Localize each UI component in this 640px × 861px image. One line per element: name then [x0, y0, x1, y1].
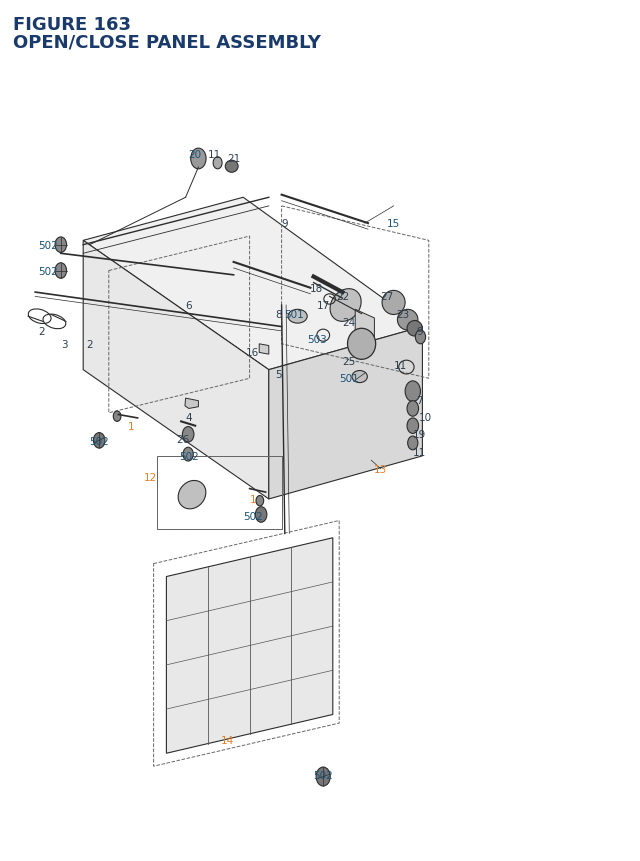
- Circle shape: [55, 238, 67, 253]
- Circle shape: [407, 401, 419, 417]
- Text: 2: 2: [38, 326, 45, 337]
- Text: 503: 503: [307, 335, 326, 345]
- Text: 22: 22: [336, 292, 349, 302]
- Polygon shape: [185, 399, 198, 409]
- Text: 17: 17: [317, 300, 330, 311]
- Text: 502: 502: [90, 437, 109, 447]
- Text: 15: 15: [387, 219, 400, 229]
- Text: 13: 13: [374, 464, 387, 474]
- Circle shape: [256, 496, 264, 506]
- Text: 10: 10: [419, 412, 432, 423]
- Circle shape: [191, 149, 206, 170]
- Text: 502: 502: [314, 770, 333, 780]
- Ellipse shape: [382, 291, 405, 315]
- Text: 27: 27: [381, 292, 394, 302]
- Text: 501: 501: [339, 374, 358, 384]
- Text: 502: 502: [179, 451, 198, 461]
- Text: 24: 24: [342, 318, 355, 328]
- Text: 5: 5: [275, 369, 282, 380]
- Text: 6: 6: [186, 300, 192, 311]
- Text: 23: 23: [397, 309, 410, 319]
- Text: OPEN/CLOSE PANEL ASSEMBLY: OPEN/CLOSE PANEL ASSEMBLY: [13, 34, 321, 52]
- Ellipse shape: [352, 371, 367, 383]
- Ellipse shape: [407, 321, 422, 337]
- Text: 11: 11: [394, 361, 406, 371]
- Polygon shape: [259, 344, 269, 355]
- Text: 21: 21: [227, 154, 240, 164]
- Ellipse shape: [288, 310, 307, 324]
- Text: 8: 8: [275, 309, 282, 319]
- Text: 16: 16: [246, 348, 259, 358]
- Text: 9: 9: [282, 219, 288, 229]
- Text: 502: 502: [38, 240, 58, 251]
- Text: 4: 4: [186, 412, 192, 423]
- Text: 502: 502: [243, 511, 262, 522]
- Text: 9: 9: [416, 326, 422, 337]
- Polygon shape: [355, 310, 374, 344]
- Ellipse shape: [225, 161, 238, 173]
- Text: 3: 3: [61, 339, 67, 350]
- Circle shape: [415, 331, 426, 344]
- Polygon shape: [83, 198, 422, 370]
- Text: 11: 11: [413, 447, 426, 457]
- Circle shape: [113, 412, 121, 422]
- Bar: [157, 456, 282, 530]
- Text: 12: 12: [144, 473, 157, 483]
- Circle shape: [55, 263, 67, 279]
- Text: 11: 11: [208, 150, 221, 160]
- Text: 14: 14: [221, 735, 234, 746]
- Circle shape: [93, 433, 105, 449]
- Bar: [157, 456, 282, 530]
- Text: 19: 19: [413, 430, 426, 440]
- Text: 2: 2: [86, 339, 93, 350]
- Text: 501: 501: [285, 309, 304, 319]
- Ellipse shape: [330, 289, 361, 322]
- Text: 26: 26: [176, 434, 189, 444]
- Text: 25: 25: [342, 356, 355, 367]
- Circle shape: [408, 437, 418, 450]
- Text: 502: 502: [38, 266, 58, 276]
- Circle shape: [316, 767, 330, 786]
- Ellipse shape: [397, 310, 418, 331]
- Circle shape: [255, 507, 267, 523]
- Polygon shape: [269, 327, 422, 499]
- Text: 1: 1: [250, 494, 256, 505]
- Circle shape: [405, 381, 420, 402]
- Polygon shape: [166, 538, 333, 753]
- Text: 1: 1: [128, 421, 134, 431]
- Ellipse shape: [178, 481, 206, 509]
- Text: FIGURE 163: FIGURE 163: [13, 16, 131, 34]
- Circle shape: [407, 418, 419, 434]
- Circle shape: [213, 158, 222, 170]
- Text: 7: 7: [416, 395, 422, 406]
- Circle shape: [182, 427, 194, 443]
- Polygon shape: [83, 241, 269, 499]
- Circle shape: [183, 448, 193, 461]
- Text: 18: 18: [310, 283, 323, 294]
- Ellipse shape: [348, 329, 376, 360]
- Text: 20: 20: [189, 150, 202, 160]
